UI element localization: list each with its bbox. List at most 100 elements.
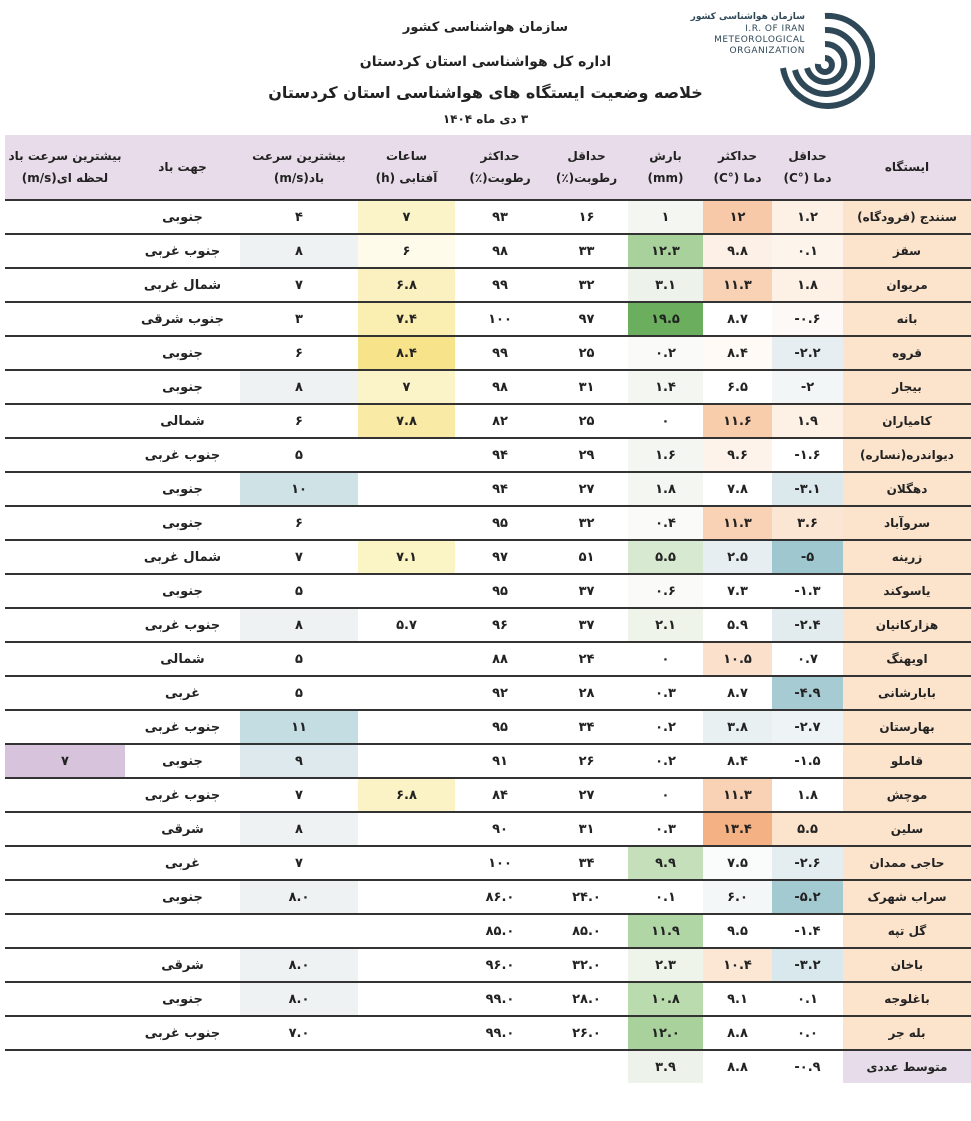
cell-min-humidity: ۳۱ [545, 811, 628, 846]
column-header-line: رطوبت(٪) [555, 171, 618, 185]
cell-min-humidity: ۲۵ [545, 403, 628, 438]
cell-max-temp: ۹.۵ [703, 913, 772, 948]
cell-max-humidity: ۹۸ [455, 369, 545, 404]
table-row: قاملو -۱.۵ ۸.۴ ۰.۲ ۲۶ ۹۱ ۹ جنوبی ۷ [5, 743, 971, 778]
table-row: مریوان ۱.۸ ۱۱.۳ ۳.۱ ۳۲ ۹۹ ۶.۸ ۷ شمال غربی [5, 267, 971, 302]
cell-precipitation: ۲.۳ [628, 947, 703, 982]
cell-sunshine-hours: ۵.۷ [358, 607, 455, 642]
cell-max-gust-speed [5, 981, 125, 1016]
cell-wind-direction: جنوب غربی [125, 777, 240, 812]
column-header-max-temp: حداکثر دما (°C) [703, 135, 772, 200]
cell-max-temp: ۸.۸ [703, 1015, 772, 1050]
cell-max-gust-speed [5, 1015, 125, 1050]
cell-max-gust-speed [5, 947, 125, 982]
cell-station: موچش [843, 777, 971, 812]
cell-wind-direction: غربی [125, 845, 240, 880]
dept-name: اداره کل هواشناسی استان کردستان [359, 54, 612, 70]
table-row: سقز ۰.۱ ۹.۸ ۱۲.۳ ۳۳ ۹۸ ۶ ۸ جنوب غربی [5, 233, 971, 268]
cell-min-humidity: ۹۷ [545, 301, 628, 336]
cell-max-temp: ۷.۵ [703, 845, 772, 880]
cell-sunshine-hours [358, 811, 455, 846]
cell-max-gust-speed [5, 641, 125, 676]
column-header-line: ساعات [385, 149, 428, 163]
cell-max-temp: ۷.۸ [703, 471, 772, 506]
cell-min-humidity: ۱۶ [545, 199, 628, 234]
cell-max-wind-speed: ۵ [240, 675, 358, 710]
cell-wind-direction: جنوبی [125, 505, 240, 540]
cell-sunshine-hours [358, 913, 455, 948]
cell-wind-direction: شرقی [125, 811, 240, 846]
cell-precipitation: ۱۹.۵ [628, 301, 703, 336]
cell-max-humidity: ۹۹ [455, 267, 545, 302]
cell-max-temp: ۸.۴ [703, 335, 772, 370]
cell-max-temp: ۶.۰ [703, 879, 772, 914]
cell-max-gust-speed [5, 777, 125, 812]
cell-min-temp: -۰.۶ [772, 301, 843, 336]
cell-max-wind-speed: ۸ [240, 233, 358, 268]
table-row: بابارشانی -۴.۹ ۸.۷ ۰.۳ ۲۸ ۹۲ ۵ غربی [5, 675, 971, 710]
cell-max-humidity: ۹۴ [455, 437, 545, 472]
cell-min-humidity: ۵۱ [545, 539, 628, 574]
cell-max-humidity: ۸۶.۰ [455, 879, 545, 914]
cell-sunshine-hours [358, 573, 455, 608]
cell-wind-direction: جنوب غربی [125, 709, 240, 744]
column-header-line: دما (°C) [783, 171, 832, 185]
cell-wind-direction: جنوبی [125, 743, 240, 778]
cell-max-humidity: ۹۳ [455, 199, 545, 234]
cell-sunshine-hours [358, 437, 455, 472]
cell-max-temp: ۱۰.۴ [703, 947, 772, 982]
cell-min-temp: -۱.۴ [772, 913, 843, 948]
cell-min-temp: -۲.۷ [772, 709, 843, 744]
cell-min-temp: -۵ [772, 539, 843, 574]
cell-wind-direction: جنوب غربی [125, 233, 240, 268]
report-date: ۳ دی ماه ۱۴۰۴ [442, 112, 529, 126]
cell-max-gust-speed [5, 811, 125, 846]
cell-max-temp: ۹.۸ [703, 233, 772, 268]
cell-min-temp: -۱.۶ [772, 437, 843, 472]
cell-min-humidity: ۳۱ [545, 369, 628, 404]
cell-min-temp: -۵.۲ [772, 879, 843, 914]
column-header-wind-direction: جهت باد [125, 135, 240, 200]
cell-max-gust-speed [5, 675, 125, 710]
cell-min-humidity: ۳۲.۰ [545, 947, 628, 982]
cell-station: اویهنگ [843, 641, 971, 676]
spiral-logo-icon [780, 12, 875, 109]
cell-station: متوسط عددی [843, 1049, 971, 1083]
cell-min-humidity: ۳۲ [545, 267, 628, 302]
cell-max-gust-speed [5, 1049, 125, 1083]
cell-max-gust-speed [5, 539, 125, 574]
cell-max-humidity [455, 1049, 545, 1083]
cell-sunshine-hours [358, 879, 455, 914]
column-header-min-temp: حداقل دما (°C) [772, 135, 843, 200]
cell-max-wind-speed: ۱۰ [240, 471, 358, 506]
cell-min-humidity: ۲۷ [545, 471, 628, 506]
report-title: خلاصه وضعیت ایستگاه های هواشناسی استان ک… [268, 83, 703, 102]
cell-precipitation: ۲.۱ [628, 607, 703, 642]
cell-min-temp: ۰.۱ [772, 233, 843, 268]
table-row: سنندج (فرودگاه) ۱.۲ ۱۲ ۱ ۱۶ ۹۳ ۷ ۴ جنوبی [5, 199, 971, 234]
cell-wind-direction: جنوبی [125, 369, 240, 404]
cell-max-humidity: ۹۸ [455, 233, 545, 268]
cell-min-temp: -۳.۱ [772, 471, 843, 506]
cell-station: بهارستان [843, 709, 971, 744]
cell-wind-direction: جنوبی [125, 879, 240, 914]
cell-max-humidity: ۹۹.۰ [455, 981, 545, 1016]
cell-max-wind-speed [240, 913, 358, 948]
cell-max-humidity: ۸۲ [455, 403, 545, 438]
cell-precipitation: ۱۲.۰ [628, 1015, 703, 1050]
cell-precipitation: ۰ [628, 403, 703, 438]
column-header-line: جهت باد [158, 160, 207, 174]
report-header: سازمان هواشناسی کشور اداره کل هواشناسی ا… [0, 0, 971, 135]
cell-station: دیواندره(نساره) [843, 437, 971, 472]
cell-max-wind-speed: ۶ [240, 403, 358, 438]
cell-sunshine-hours [358, 845, 455, 880]
cell-min-humidity: ۲۸ [545, 675, 628, 710]
table-header-row: ایستگاه حداقل دما (°C) حداکثر دما (°C) بارش (m… [5, 135, 971, 200]
column-header-line: رطوبت(٪) [469, 171, 531, 185]
stations-table: ایستگاه حداقل دما (°C) حداکثر دما (°C) بارش (m… [5, 135, 971, 1083]
cell-min-humidity: ۲۶.۰ [545, 1015, 628, 1050]
cell-max-wind-speed: ۸ [240, 607, 358, 642]
cell-max-humidity: ۹۵ [455, 505, 545, 540]
cell-wind-direction: شمال غربی [125, 267, 240, 302]
cell-max-gust-speed [5, 301, 125, 336]
